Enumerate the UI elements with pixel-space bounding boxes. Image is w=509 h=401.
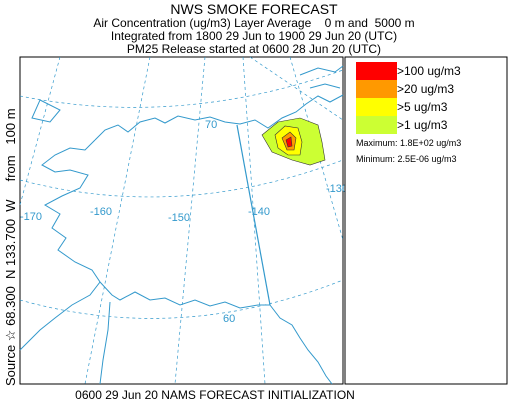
legend: >100 ug/m3 >20 ug/m3 >5 ug/m3 >1 ug/m3 Maxim… [356, 62, 461, 164]
coastline [19, 65, 344, 385]
legend-swatch [356, 80, 397, 98]
subtitle: Air Concentration (ug/m3) Layer Average … [93, 16, 414, 30]
minimum-label: Minimum: 2.5E-06 ug/m3 [356, 154, 457, 164]
latitude-label: 70 [205, 119, 217, 131]
map-frame [19, 56, 344, 385]
legend-label: >20 ug/m3 [397, 82, 454, 96]
legend-swatch [356, 98, 397, 116]
longitude-label: -160 [90, 206, 112, 218]
source-label: Source ☆ 68.300 N 133.700 W from 100 m [3, 108, 18, 386]
map: -170 -160 -150 -140 -130 70 60 [19, 56, 348, 385]
subtitle: Integrated from 1800 29 Jun to 1900 29 J… [111, 29, 397, 43]
latitude-label: 60 [223, 313, 235, 325]
longitude-label: -170 [20, 211, 42, 223]
legend-swatch [356, 62, 397, 80]
maximum-label: Maximum: 1.8E+02 ug/m3 [356, 138, 461, 148]
longitude-label: -130 [326, 183, 348, 195]
footer: 0600 29 Jun 20 NAMS FORECAST INITIALIZAT… [75, 388, 355, 401]
subtitle: PM25 Release started at 0600 28 Jun 20 (… [127, 42, 381, 56]
title: NWS SMOKE FORECAST [170, 1, 338, 17]
longitude-label: -140 [248, 206, 270, 218]
longitude-label: -150 [168, 212, 190, 224]
legend-swatch [356, 116, 397, 134]
legend-label: >1 ug/m3 [397, 118, 448, 132]
smoke-plume [261, 117, 326, 166]
legend-label: >100 ug/m3 [397, 64, 461, 78]
graticule [19, 56, 344, 385]
legend-label: >5 ug/m3 [397, 100, 448, 114]
